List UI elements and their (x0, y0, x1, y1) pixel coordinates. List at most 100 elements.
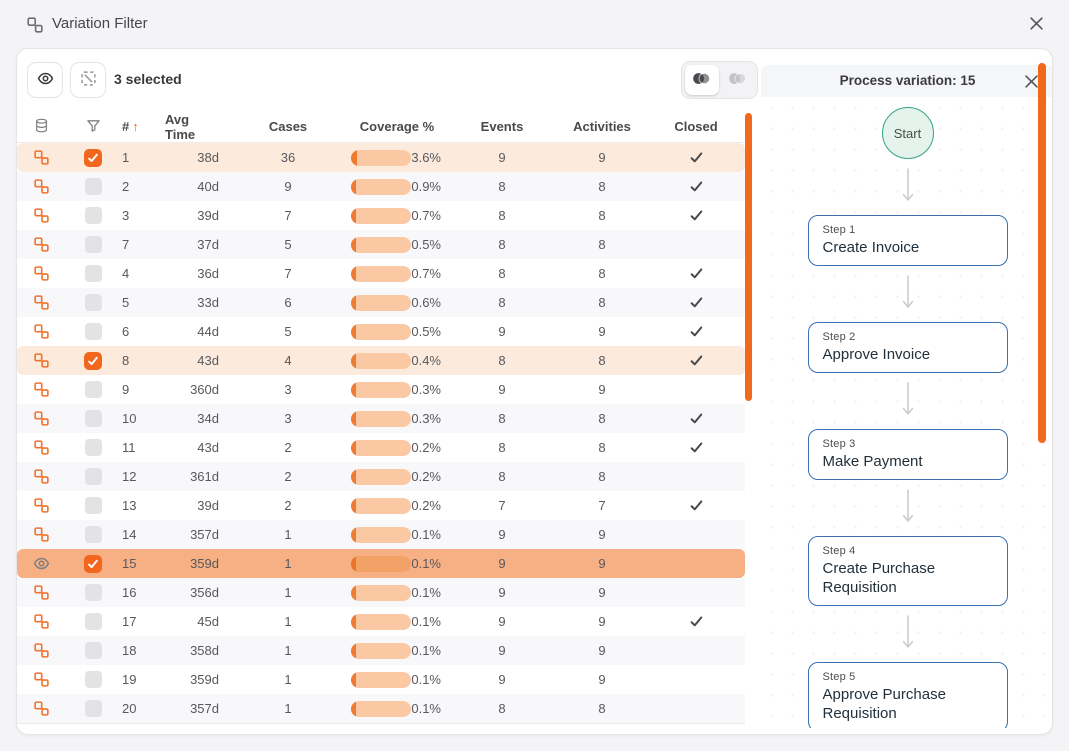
row-avg-time: 37d (197, 237, 219, 252)
deselect-all-button[interactable] (70, 62, 106, 98)
preview-selection-button[interactable] (27, 62, 63, 98)
table-row[interactable]: 9 360d 3 0.3% 9 9 (17, 375, 745, 404)
row-checkbox[interactable] (84, 265, 102, 282)
row-activities: 8 (598, 440, 606, 455)
row-checkbox[interactable] (84, 439, 102, 456)
table-row[interactable]: 18 358d 1 0.1% 9 9 (17, 636, 745, 665)
column-header-closed[interactable]: Closed (674, 119, 718, 134)
row-checkbox[interactable] (84, 207, 102, 224)
column-header-number[interactable]: # ↑ (122, 119, 139, 134)
row-checkbox[interactable] (84, 351, 102, 370)
row-events: 9 (498, 585, 506, 600)
table-row[interactable]: 15 359d 1 0.1% 9 9 (17, 549, 745, 578)
row-checkbox[interactable] (84, 178, 102, 195)
row-checkbox[interactable] (84, 497, 102, 514)
row-number: 7 (122, 237, 130, 252)
row-coverage: 0.7% (347, 259, 447, 288)
start-node-label: Start (893, 125, 922, 141)
row-checkbox[interactable] (84, 671, 102, 688)
sort-asc-icon: ↑ (132, 119, 139, 134)
row-checkbox[interactable] (84, 584, 102, 601)
checkbox-cell (65, 665, 113, 694)
row-checkbox[interactable] (84, 294, 102, 311)
view-toggle-overlap-button[interactable] (685, 65, 719, 95)
coverage-bar (351, 236, 412, 253)
row-checkbox[interactable] (84, 323, 102, 340)
row-coverage: 0.7% (347, 201, 447, 230)
row-events: 8 (498, 295, 506, 310)
row-checkbox[interactable] (84, 642, 102, 659)
row-coverage: 0.9% (347, 172, 447, 201)
coverage-percent: 0.5% (411, 324, 441, 339)
row-avg-time: 39d (197, 498, 219, 513)
panel-scrollbar[interactable] (1038, 63, 1046, 443)
start-node[interactable]: Start (881, 107, 934, 159)
column-header-avg-time[interactable]: Avg Time (165, 111, 196, 142)
step-node[interactable]: Step 3 Make Payment (807, 429, 1008, 480)
view-toggle-split-button[interactable] (721, 65, 755, 95)
row-checkbox[interactable] (84, 700, 102, 717)
table-row[interactable]: 1 38d 36 3.6% 9 9 (17, 143, 745, 172)
table-row[interactable]: 20 357d 1 0.1% 8 8 (17, 694, 745, 723)
coverage-percent: 0.1% (411, 614, 441, 629)
step-node[interactable]: Step 2 Approve Invoice (807, 322, 1008, 373)
filter-icon[interactable] (86, 118, 101, 136)
coverage-bar (351, 381, 412, 398)
step-label: Step 3 (822, 438, 856, 450)
row-activities: 9 (598, 527, 606, 542)
panel-close-icon[interactable] (1024, 74, 1038, 88)
step-node[interactable]: Step 1 Create Invoice (807, 215, 1008, 266)
table-row[interactable]: 16 356d 1 0.1% 9 9 (17, 578, 745, 607)
checkbox-cell (65, 433, 113, 462)
row-number: 8 (122, 353, 130, 368)
table-row[interactable]: 17 45d 1 0.1% 9 9 (17, 607, 745, 636)
closed-check-icon (647, 172, 745, 201)
dialog-title: Variation Filter (52, 15, 148, 32)
row-checkbox[interactable] (84, 381, 102, 398)
row-avg-time: 359d (190, 556, 219, 571)
row-avg-time: 44d (197, 324, 219, 339)
table-row[interactable]: 19 359d 1 0.1% 9 9 (17, 665, 745, 694)
table-row[interactable]: 10 34d 3 0.3% 8 8 (17, 404, 745, 433)
venn-outline-icon (727, 71, 748, 89)
column-header-coverage[interactable]: Coverage % (359, 119, 435, 134)
checkbox-cell (65, 288, 113, 317)
table-row[interactable]: 3 39d 7 0.7% 8 8 (17, 201, 745, 230)
table-row[interactable]: 6 44d 5 0.5% 9 9 (17, 317, 745, 346)
step-node[interactable]: Step 4 Create Purchase Requisition (807, 536, 1008, 606)
table-row[interactable]: 11 43d 2 0.2% 8 8 (17, 433, 745, 462)
row-checkbox[interactable] (84, 236, 102, 253)
dialog-close-icon[interactable] (1029, 16, 1045, 32)
row-coverage: 0.1% (347, 636, 447, 665)
column-header-cases[interactable]: Cases (268, 119, 308, 134)
table-row[interactable]: 2 40d 9 0.9% 8 8 (17, 172, 745, 201)
row-checkbox[interactable] (84, 613, 102, 630)
column-header-activities[interactable]: Activities (573, 119, 631, 134)
coverage-percent: 0.2% (411, 469, 441, 484)
row-checkbox[interactable] (84, 468, 102, 485)
coverage-bar (351, 178, 412, 195)
row-events: 8 (498, 179, 506, 194)
coverage-bar (351, 410, 412, 427)
table-row[interactable]: 14 357d 1 0.1% 9 9 (17, 520, 745, 549)
row-checkbox[interactable] (84, 410, 102, 427)
table-row[interactable]: 7 37d 5 0.5% 8 8 (17, 230, 745, 259)
coverage-percent: 0.2% (411, 440, 441, 455)
table-row[interactable]: 12 361d 2 0.2% 8 8 (17, 462, 745, 491)
deselect-icon (80, 70, 97, 90)
variation-icon (17, 433, 65, 462)
table-scrollbar[interactable] (745, 113, 752, 401)
closed-empty (647, 694, 745, 723)
table-row[interactable]: 8 43d 4 0.4% 8 8 (17, 346, 745, 375)
row-checkbox[interactable] (84, 148, 102, 167)
table-row[interactable]: 5 33d 6 0.6% 8 8 (17, 288, 745, 317)
step-node[interactable]: Step 5 Approve Purchase Requisition (807, 662, 1008, 728)
row-checkbox[interactable] (84, 526, 102, 543)
variation-icon (17, 404, 65, 433)
column-header-events[interactable]: Events (480, 119, 524, 134)
checkbox-cell (65, 346, 113, 375)
database-icon[interactable] (34, 118, 49, 136)
table-row[interactable]: 4 36d 7 0.7% 8 8 (17, 259, 745, 288)
table-row[interactable]: 13 39d 2 0.2% 7 7 (17, 491, 745, 520)
row-checkbox[interactable] (84, 554, 102, 573)
